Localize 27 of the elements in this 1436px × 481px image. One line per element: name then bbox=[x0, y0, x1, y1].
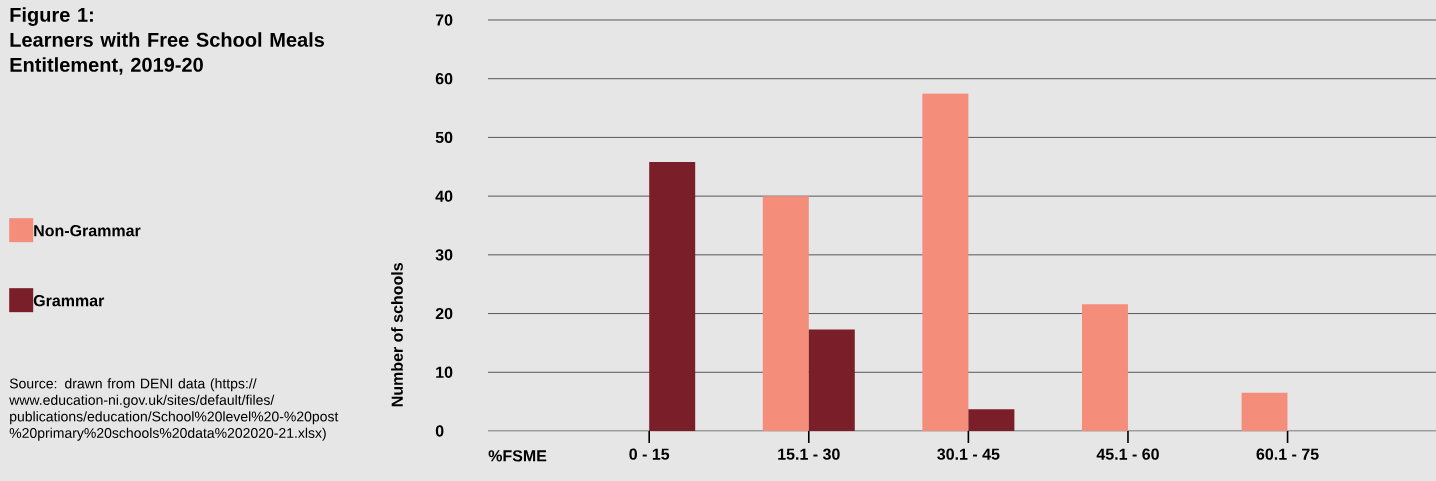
y-tick-label: 40 bbox=[435, 190, 453, 202]
y-tick-label: 0 bbox=[435, 425, 444, 437]
y-tick-label: 70 bbox=[435, 14, 453, 26]
y-axis-title: Number of schools bbox=[391, 263, 403, 407]
y-tick-label: 50 bbox=[435, 131, 453, 144]
x-tick-label: 60.1 - 75 bbox=[1256, 448, 1319, 460]
legend-label: Non-Grammar bbox=[34, 225, 141, 237]
bar bbox=[968, 409, 1015, 431]
y-tick-label: 30 bbox=[435, 249, 453, 261]
y-tick-label: 60 bbox=[435, 73, 453, 85]
y-tick-label: 20 bbox=[435, 307, 453, 320]
bar bbox=[922, 93, 969, 431]
x-tick-label: 0 - 15 bbox=[629, 448, 670, 460]
x-tick-label: 45.1 - 60 bbox=[1096, 448, 1159, 460]
bar bbox=[1081, 304, 1128, 431]
text: Learners with Free School Meals Entitlement, 2019-20 bbox=[10, 32, 325, 75]
bar bbox=[649, 162, 696, 431]
bar bbox=[762, 196, 809, 431]
bar bbox=[1241, 392, 1288, 431]
bar bbox=[808, 329, 855, 431]
text: Figure 1: bbox=[10, 7, 93, 26]
x-tick-label: 15.1 - 30 bbox=[778, 448, 840, 460]
legend-label: Grammar bbox=[33, 295, 105, 307]
x-axis-title: %FSME bbox=[488, 450, 547, 462]
source-note: Source: drawn from DENI data (https://www.education-ni.gov.uk/sites/default/files/publications/education/School%20level%20-%20post%20primary%20schools%20data%202020-21.xlsx) bbox=[9, 378, 339, 441]
x-tick-label: 30.1 - 45 bbox=[937, 448, 1000, 460]
y-tick-label: 10 bbox=[436, 366, 453, 378]
